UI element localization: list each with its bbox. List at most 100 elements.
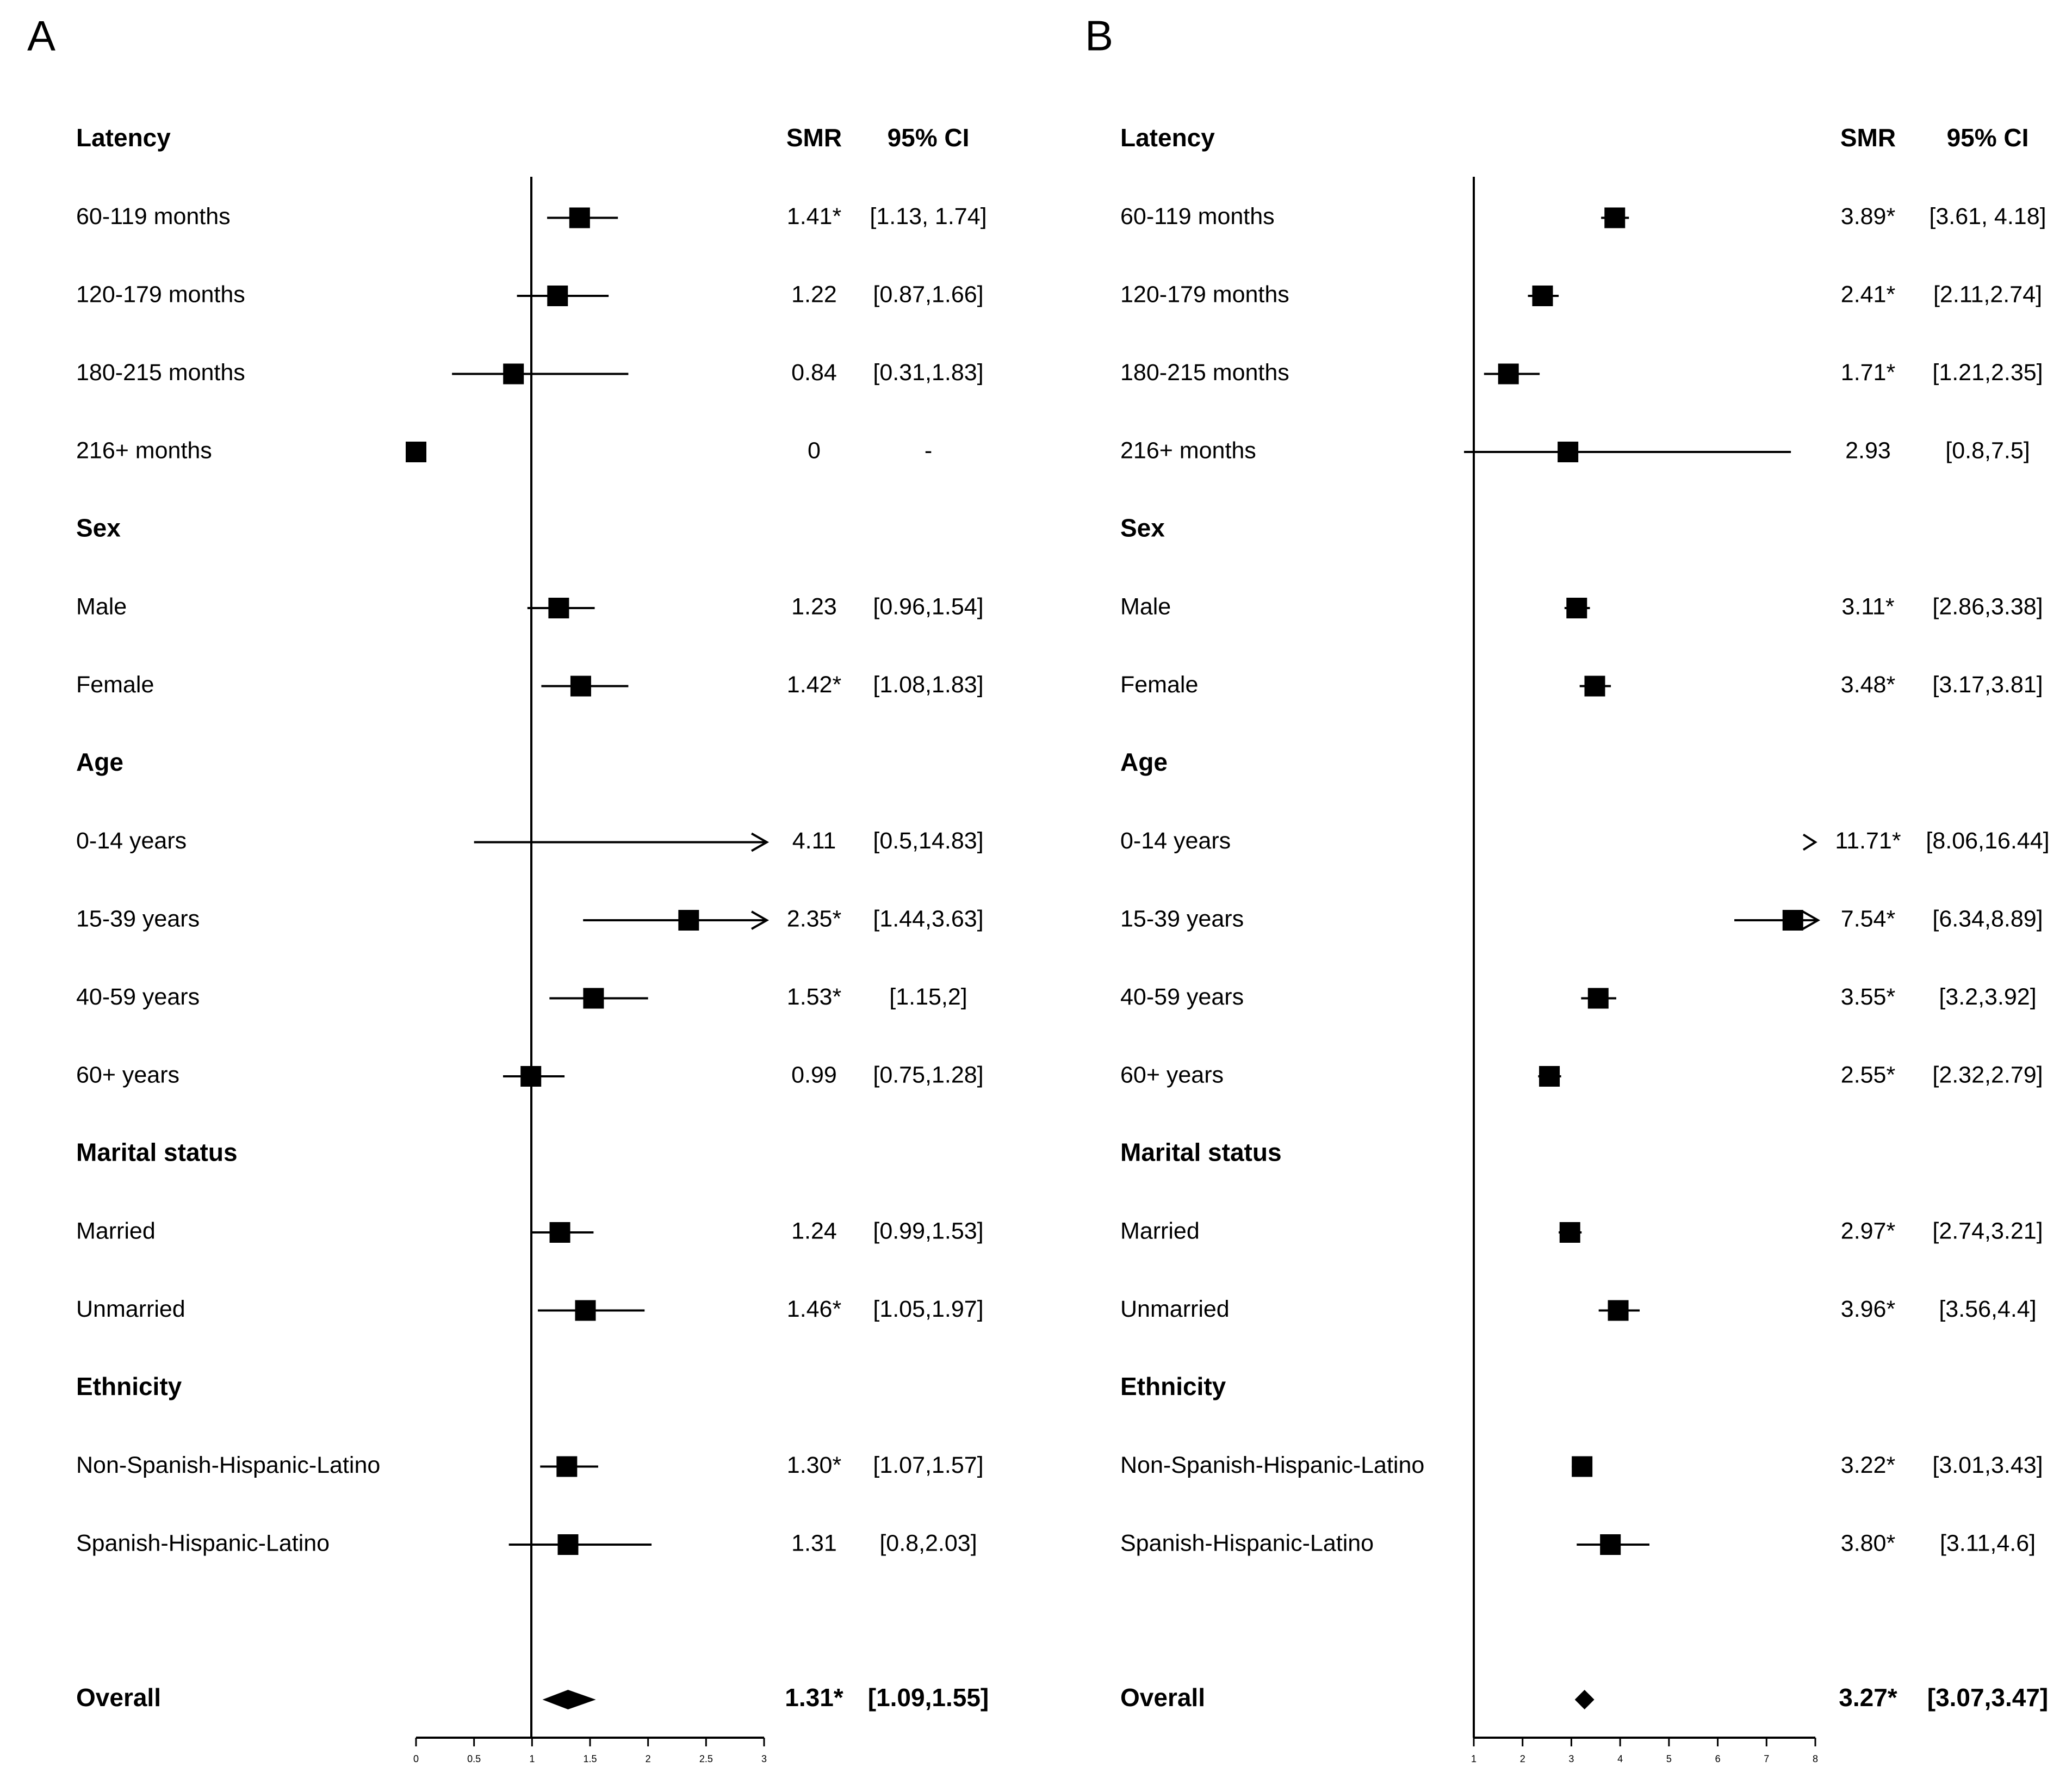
x-tick-label: 6 — [1715, 1753, 1721, 1764]
row-label: 216+ months — [76, 437, 212, 463]
ci-value: [0.8,2.03] — [879, 1530, 977, 1556]
row-180-215-months: 180-215 months 1.71* [1.21,2.35] — [1120, 360, 2043, 386]
smr-value: 2.55* — [1841, 1062, 1896, 1088]
row-216-months: 216+ months 2.93 [0.8,7.5] — [1120, 437, 2030, 463]
group-header-ethnicity: Ethnicity — [76, 1372, 182, 1400]
point-estimate — [1532, 286, 1553, 306]
ci-value: [1.13, 1.74] — [870, 203, 987, 230]
point-estimate — [570, 675, 591, 697]
row-unmarried: Unmarried 1.46* [1.05,1.97] — [76, 1296, 984, 1322]
ci-value: [2.11,2.74] — [1933, 281, 2042, 307]
smr-value: 2.41* — [1841, 281, 1896, 307]
ci-header: 95% CI — [1947, 123, 2029, 152]
group-header-sex: Sex — [76, 514, 121, 542]
row-60-119-months: 60-119 months 1.41* [1.13, 1.74] — [76, 203, 987, 230]
row-label: Unmarried — [1120, 1296, 1230, 1322]
point-estimate — [1558, 442, 1579, 462]
row-label: Spanish-Hispanic-Latino — [1120, 1530, 1374, 1556]
row-label: 0-14 years — [76, 828, 187, 854]
x-tick-label: 1 — [1471, 1753, 1477, 1764]
ci-value: [1.15,2] — [889, 984, 967, 1010]
row-label: 15-39 years — [1120, 906, 1244, 932]
x-tick-label: 7 — [1764, 1753, 1769, 1764]
point-estimate — [1584, 675, 1605, 697]
point-estimate — [1498, 363, 1519, 385]
smr-header: SMR — [1840, 123, 1896, 152]
ci-value: [0.5,14.83] — [873, 828, 983, 854]
row-40-59-years: 40-59 years 3.55* [3.2,3.92] — [1120, 984, 2037, 1010]
point-estimate — [575, 1300, 596, 1321]
row-married: Married 1.24 [0.99,1.53] — [76, 1218, 984, 1244]
point-estimate — [1539, 1066, 1560, 1087]
row-label: 120-179 months — [1120, 281, 1289, 307]
smr-value: 2.35* — [787, 906, 842, 932]
ci-arrow — [751, 832, 770, 852]
row-label: 40-59 years — [1120, 984, 1244, 1010]
smr-value: 3.89* — [1841, 203, 1896, 230]
point-estimate — [1608, 1300, 1629, 1321]
smr-value: 4.11 — [792, 828, 836, 854]
row-15-39-years: 15-39 years 7.54* [6.34,8.89] — [1120, 906, 2043, 932]
x-tick-label: 2 — [646, 1753, 651, 1764]
ci-value: [1.07,1.57] — [873, 1452, 983, 1478]
overall-diamond — [1574, 1690, 1595, 1709]
point-estimate — [557, 1534, 579, 1555]
smr-value: 0 — [808, 437, 821, 463]
overall-ci: [3.07,3.47] — [1927, 1683, 2048, 1712]
smr-value: 0.84 — [791, 360, 837, 386]
smr-value: 3.80* — [1841, 1530, 1896, 1556]
row-non-spanish-hispanic-latino: Non-Spanish-Hispanic-Latino 1.30* [1.07,1.… — [76, 1452, 984, 1478]
row-label: 0-14 years — [1120, 828, 1231, 854]
smr-value: 1.71* — [1841, 360, 1896, 386]
row-60-119-months: 60-119 months 3.89* [3.61, 4.18] — [1120, 203, 2046, 230]
row-label: Female — [1120, 672, 1198, 698]
point-estimate — [547, 286, 568, 306]
ci-value: [3.17,3.81] — [1932, 672, 2043, 698]
smr-value: 1.22 — [791, 281, 837, 307]
group-header-ethnicity: Ethnicity — [1120, 1372, 1226, 1400]
point-estimate — [556, 1456, 578, 1477]
row-label: Unmarried — [76, 1296, 185, 1322]
point-estimate — [1572, 1456, 1593, 1477]
group-header-age: Age — [1120, 748, 1168, 776]
smr-value: 2.97* — [1841, 1218, 1896, 1244]
smr-value: 1.31 — [791, 1530, 837, 1556]
x-tick-label: 1 — [529, 1753, 535, 1764]
overall-smr: 3.27* — [1839, 1683, 1897, 1712]
ci-arrow — [751, 910, 770, 930]
smr-value: 1.23 — [791, 593, 837, 619]
point-estimate — [1566, 598, 1587, 618]
group-header-age: Age — [76, 748, 123, 776]
group-header-sex: Sex — [1120, 514, 1165, 542]
ci-value: [3.56,4.4] — [1939, 1296, 2036, 1322]
smr-value: 1.46* — [787, 1296, 842, 1322]
smr-value: 7.54* — [1841, 906, 1896, 932]
smr-value: 11.71* — [1835, 828, 1901, 854]
row-15-39-years: 15-39 years 2.35* [1.44,3.63] — [76, 906, 984, 932]
row-label: 60+ years — [76, 1062, 179, 1088]
ci-value: [3.2,3.92] — [1939, 984, 2036, 1010]
x-tick-label: 4 — [1617, 1753, 1623, 1764]
x-tick-label: 3 — [1568, 1753, 1574, 1764]
row-60-years: 60+ years 0.99 [0.75,1.28] — [76, 1062, 984, 1088]
row-label: 15-39 years — [76, 906, 200, 932]
panel-label: A — [27, 12, 55, 60]
row-spanish-hispanic-latino: Spanish-Hispanic-Latino 3.80* [3.11,4.6] — [1120, 1530, 2036, 1556]
ci-value: [0.87,1.66] — [873, 281, 983, 307]
x-tick-label: 2 — [1520, 1753, 1525, 1764]
row-label: 120-179 months — [76, 281, 245, 307]
smr-value: 1.24 — [791, 1218, 837, 1244]
row-label: Male — [76, 593, 127, 619]
point-estimate — [1782, 910, 1803, 931]
ci-value: [2.86,3.38] — [1932, 593, 2043, 619]
row-label: 40-59 years — [76, 984, 200, 1010]
ci-value: [2.32,2.79] — [1932, 1062, 2043, 1088]
point-estimate — [503, 363, 524, 385]
ci-value: [0.75,1.28] — [873, 1062, 983, 1088]
point-estimate — [406, 442, 426, 462]
ci-value: [8.06,16.44] — [1926, 828, 2049, 854]
ci-header: 95% CI — [888, 123, 970, 152]
x-tick-label: 0 — [413, 1753, 419, 1764]
smr-value: 3.22* — [1841, 1452, 1896, 1478]
